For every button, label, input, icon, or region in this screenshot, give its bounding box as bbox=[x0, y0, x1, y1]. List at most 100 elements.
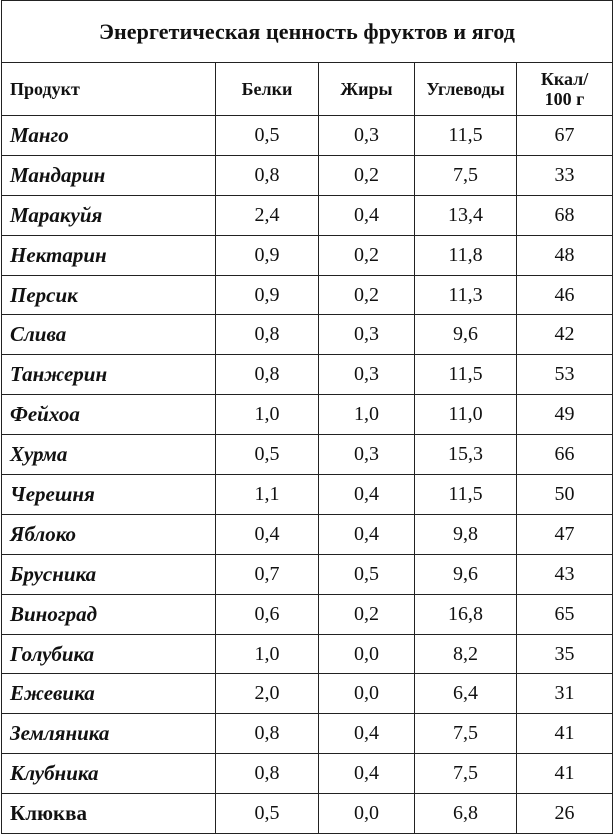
product-name: Танжерин bbox=[1, 354, 216, 396]
table-row: Клюква 0,5 0,0 6,8 26 bbox=[1, 793, 614, 835]
kcal-value: 68 bbox=[515, 194, 614, 236]
table-row: Голубика 1,0 0,0 8,2 35 bbox=[1, 633, 614, 675]
protein-value: 0,9 bbox=[215, 274, 319, 316]
fat-value: 0,0 bbox=[318, 793, 415, 835]
header-carbs: Углеводы bbox=[414, 62, 517, 116]
header-kcal-line1: Ккал/ bbox=[540, 69, 589, 89]
fat-value: 0,4 bbox=[318, 513, 415, 555]
protein-value: 0,8 bbox=[215, 713, 319, 755]
kcal-value: 31 bbox=[515, 673, 614, 715]
kcal-value: 48 bbox=[515, 234, 614, 276]
table-row: Клубника 0,8 0,4 7,5 41 bbox=[1, 753, 614, 795]
protein-value: 1,1 bbox=[215, 474, 319, 515]
header-fat: Жиры bbox=[318, 62, 415, 116]
protein-value: 2,0 bbox=[215, 673, 319, 715]
fat-value: 0,4 bbox=[318, 753, 415, 795]
product-name: Голубика bbox=[1, 633, 216, 675]
product-name: Земляника bbox=[1, 713, 216, 755]
kcal-value: 47 bbox=[515, 513, 614, 555]
product-name: Черешня bbox=[1, 474, 216, 515]
protein-value: 0,4 bbox=[215, 513, 319, 555]
fat-value: 0,3 bbox=[318, 434, 415, 476]
carbs-value: 11,8 bbox=[414, 234, 517, 276]
product-name: Брусника bbox=[1, 553, 216, 595]
kcal-value: 53 bbox=[515, 354, 614, 396]
product-name: Клюква bbox=[1, 793, 216, 835]
protein-value: 2,4 bbox=[215, 194, 319, 236]
fat-value: 0,4 bbox=[318, 474, 415, 515]
table-row: Виноград 0,6 0,2 16,8 65 bbox=[1, 593, 614, 635]
fat-value: 0,2 bbox=[318, 154, 415, 196]
table-row: Персик 0,9 0,2 11,3 46 bbox=[1, 274, 614, 316]
fat-value: 0,4 bbox=[318, 713, 415, 755]
protein-value: 0,8 bbox=[215, 314, 319, 356]
protein-value: 0,8 bbox=[215, 753, 319, 795]
product-name: Слива bbox=[1, 314, 216, 356]
product-name: Манго bbox=[1, 115, 216, 156]
carbs-value: 8,2 bbox=[414, 633, 517, 675]
protein-value: 0,5 bbox=[215, 434, 319, 476]
fat-value: 1,0 bbox=[318, 394, 415, 436]
carbs-value: 6,4 bbox=[414, 673, 517, 715]
protein-value: 1,0 bbox=[215, 633, 319, 675]
product-name: Маракуйя bbox=[1, 194, 216, 236]
fat-value: 0,0 bbox=[318, 633, 415, 675]
table-row: Земляника 0,8 0,4 7,5 41 bbox=[1, 713, 614, 755]
carbs-value: 13,4 bbox=[414, 194, 517, 236]
table-row: Слива 0,8 0,3 9,6 42 bbox=[1, 314, 614, 356]
protein-value: 0,8 bbox=[215, 354, 319, 396]
carbs-value: 7,5 bbox=[414, 154, 517, 196]
carbs-value: 11,5 bbox=[414, 354, 517, 396]
protein-value: 0,7 bbox=[215, 553, 319, 595]
table-row: Маракуйя 2,4 0,4 13,4 68 bbox=[1, 194, 614, 236]
product-name: Ежевика bbox=[1, 673, 216, 715]
product-name: Виноград bbox=[1, 593, 216, 635]
fat-value: 0,2 bbox=[318, 234, 415, 276]
carbs-value: 11,0 bbox=[414, 394, 517, 436]
table-row: Танжерин 0,8 0,3 11,5 53 bbox=[1, 354, 614, 396]
kcal-value: 43 bbox=[515, 553, 614, 595]
carbs-value: 15,3 bbox=[414, 434, 517, 476]
product-name: Персик bbox=[1, 274, 216, 316]
carbs-value: 7,5 bbox=[414, 753, 517, 795]
kcal-value: 65 bbox=[515, 593, 614, 635]
table-row: Хурма 0,5 0,3 15,3 66 bbox=[1, 434, 614, 476]
table-row: Ежевика 2,0 0,0 6,4 31 bbox=[1, 673, 614, 715]
fat-value: 0,2 bbox=[318, 274, 415, 316]
table-row: Черешня 1,1 0,4 11,5 50 bbox=[1, 474, 614, 515]
protein-value: 0,5 bbox=[215, 115, 319, 156]
product-name: Хурма bbox=[1, 434, 216, 476]
header-protein: Белки bbox=[215, 62, 319, 116]
carbs-value: 9,6 bbox=[414, 314, 517, 356]
product-name: Яблоко bbox=[1, 513, 216, 555]
carbs-value: 9,6 bbox=[414, 553, 517, 595]
table-row: Яблоко 0,4 0,4 9,8 47 bbox=[1, 513, 614, 555]
kcal-value: 41 bbox=[515, 713, 614, 755]
product-name: Нектарин bbox=[1, 234, 216, 276]
kcal-value: 46 bbox=[515, 274, 614, 316]
carbs-value: 9,8 bbox=[414, 513, 517, 555]
header-kcal: Ккал/ 100 г bbox=[515, 62, 614, 116]
table-title: Энергетическая ценность фруктов и ягод bbox=[0, 0, 614, 63]
kcal-value: 67 bbox=[515, 115, 614, 156]
carbs-value: 7,5 bbox=[414, 713, 517, 755]
kcal-value: 66 bbox=[515, 434, 614, 476]
carbs-value: 11,5 bbox=[414, 474, 517, 515]
table-body: Манго 0,5 0,3 11,5 67 Мандарин 0,8 0,2 7… bbox=[1, 115, 614, 835]
header-kcal-line2: 100 г bbox=[544, 89, 585, 109]
carbs-value: 16,8 bbox=[414, 593, 517, 635]
protein-value: 0,8 bbox=[215, 154, 319, 196]
fat-value: 0,3 bbox=[318, 115, 415, 156]
kcal-value: 33 bbox=[515, 154, 614, 196]
kcal-value: 35 bbox=[515, 633, 614, 675]
table-row: Мандарин 0,8 0,2 7,5 33 bbox=[1, 154, 614, 196]
protein-value: 0,9 bbox=[215, 234, 319, 276]
kcal-value: 41 bbox=[515, 753, 614, 795]
kcal-value: 49 bbox=[515, 394, 614, 436]
fat-value: 0,3 bbox=[318, 354, 415, 396]
table-row: Манго 0,5 0,3 11,5 67 bbox=[1, 115, 614, 156]
kcal-value: 42 bbox=[515, 314, 614, 356]
fat-value: 0,0 bbox=[318, 673, 415, 715]
